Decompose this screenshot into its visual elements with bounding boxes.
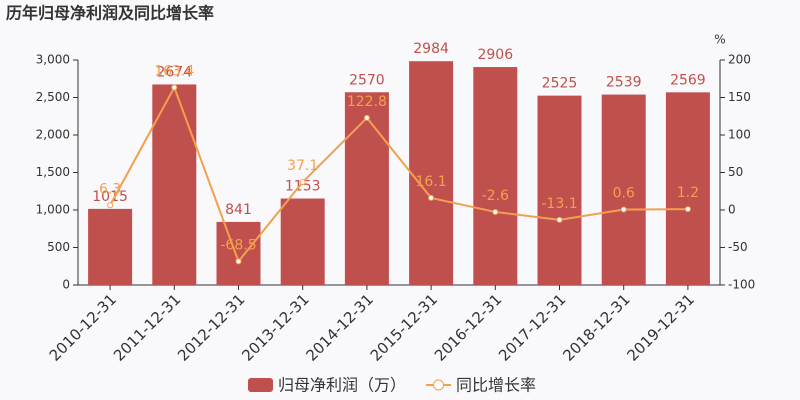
line-value-label: 163.4	[154, 63, 194, 79]
line-value-label: 37.1	[287, 158, 318, 174]
bar	[152, 84, 197, 285]
y-tick-label: 500	[47, 240, 70, 254]
line-value-label: 6.3	[99, 181, 121, 197]
line-point	[620, 206, 627, 213]
bar	[280, 198, 325, 285]
line-point	[363, 114, 370, 121]
bar	[473, 67, 518, 285]
y2-tick-label: 0	[728, 203, 736, 217]
bar	[601, 94, 646, 285]
y-tick-label: 2,000	[36, 128, 70, 142]
legend-label: 同比增长率	[456, 376, 536, 395]
line	[109, 85, 688, 264]
bar	[216, 221, 261, 285]
y-tick-label: 1,000	[36, 203, 70, 217]
y2-tick-label: 50	[728, 165, 743, 179]
y2-axis-label: %	[714, 33, 725, 47]
line-point	[299, 179, 306, 186]
legend-swatch	[248, 378, 273, 392]
y2-tick-label: -50	[728, 240, 748, 254]
line-value-label: 0.6	[613, 186, 635, 202]
y-tick-label: 0	[62, 278, 70, 292]
line-value-label: 122.8	[347, 94, 387, 110]
line-point	[492, 208, 499, 215]
line-value-label: -13.1	[541, 196, 577, 212]
line-value-label: -68.5	[220, 237, 256, 253]
bar-value-label: 2570	[349, 72, 385, 88]
bar	[665, 92, 710, 285]
bar	[344, 92, 389, 285]
line-value-label: 16.1	[416, 174, 447, 190]
legend-swatch-point	[433, 379, 445, 391]
bar-value-label: 1015	[92, 189, 128, 205]
bar-value-label: 2569	[670, 72, 706, 88]
bar-value-label: 2906	[477, 47, 513, 63]
y2-tick-label: 200	[728, 53, 751, 67]
bar	[537, 95, 582, 285]
bar-value-label: 841	[225, 202, 252, 218]
line-point	[235, 258, 242, 265]
y-tick-label: 1,500	[36, 165, 70, 179]
line-point	[684, 206, 691, 213]
chart-title: 历年归母净利润及同比增长率	[6, 4, 214, 23]
bar-value-label: 2539	[606, 75, 642, 91]
bar-value-label: 2674	[156, 64, 192, 80]
bar	[409, 61, 454, 286]
line-point	[428, 194, 435, 201]
y2-tick-label: 150	[728, 90, 751, 104]
line-point	[107, 202, 114, 209]
line-value-label: -2.6	[482, 188, 509, 204]
y-tick-label: 3,000	[36, 53, 70, 67]
y-tick-label: 2,500	[36, 90, 70, 104]
legend-label: 归母净利润（万）	[278, 376, 406, 395]
bar-value-label: 2984	[413, 41, 449, 57]
line-value-label: 1.2	[677, 185, 699, 201]
line-point	[556, 216, 563, 223]
bar	[88, 208, 133, 285]
bar-value-label: 1153	[285, 179, 321, 195]
y2-tick-label: -100	[728, 278, 755, 292]
y2-tick-label: 100	[728, 128, 751, 142]
line-point	[171, 84, 178, 91]
bar-value-label: 2525	[542, 76, 578, 92]
